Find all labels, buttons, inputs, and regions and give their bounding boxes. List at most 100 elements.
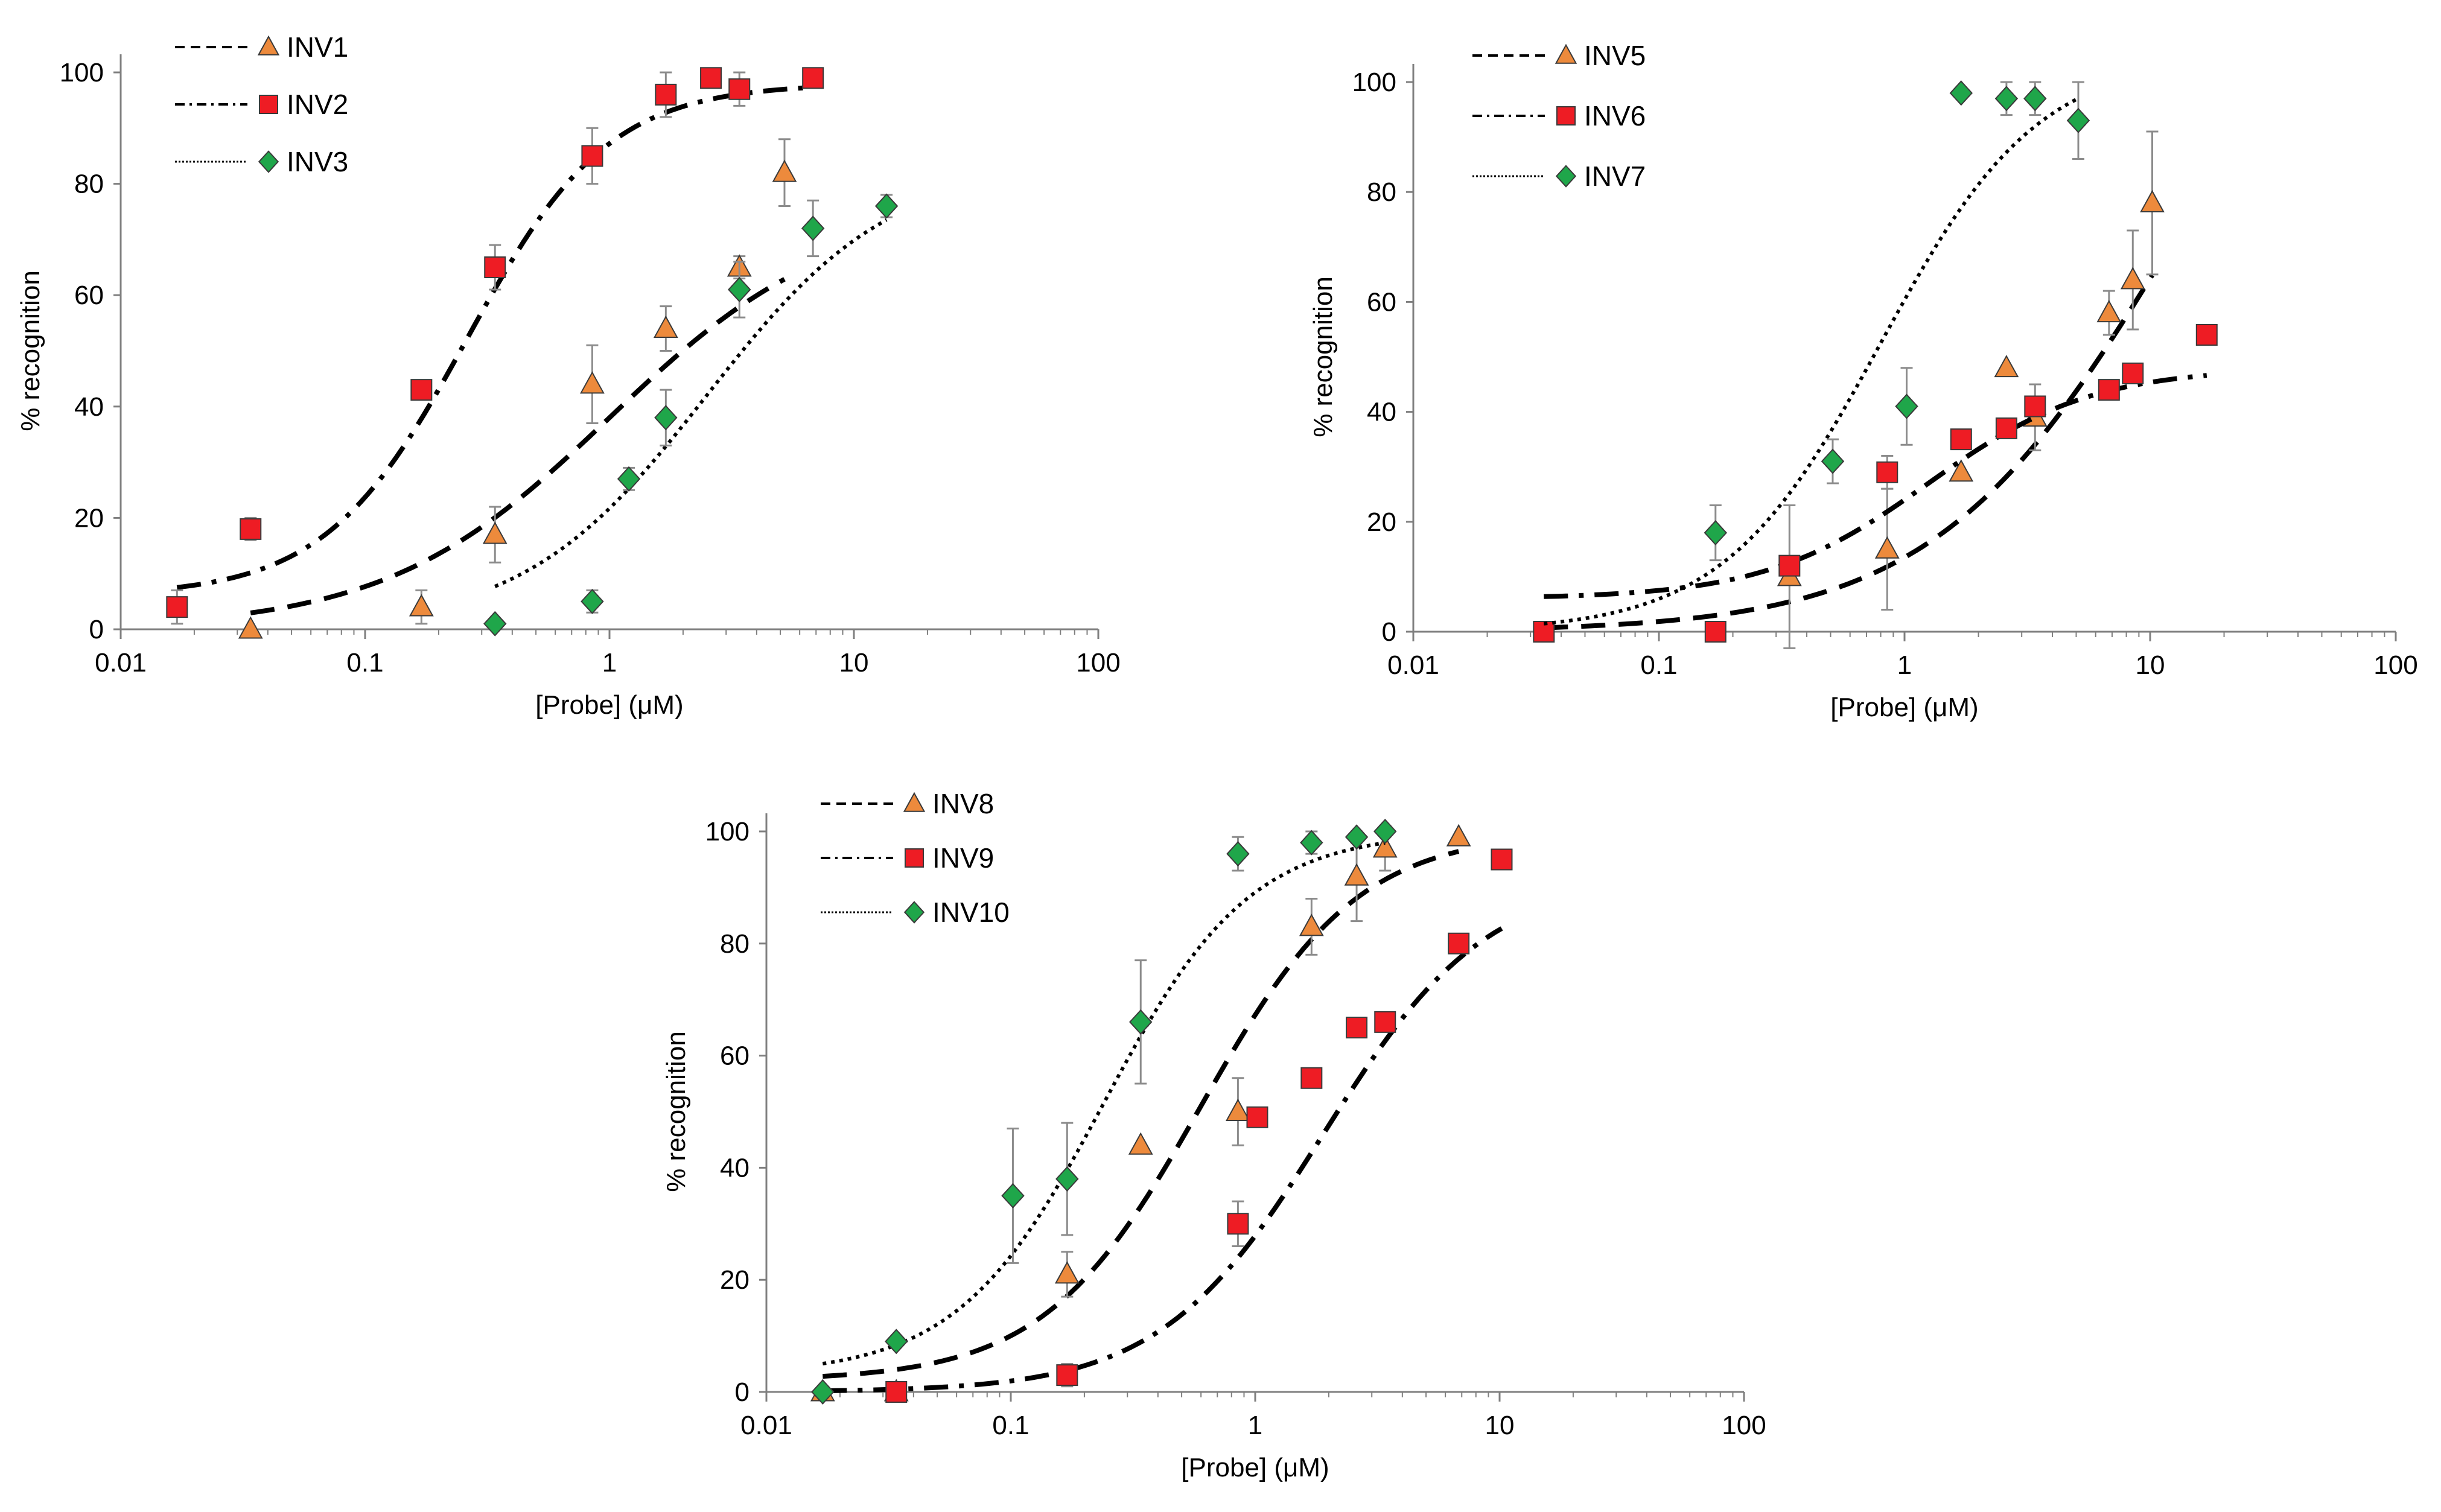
- data-point-inv1: [772, 159, 797, 182]
- data-point-inv3: [874, 193, 899, 219]
- fit-curve-inv9: [823, 926, 1503, 1394]
- chart-panel-inv8-10: 0.01 0.1 1 10 100 0 20 40 60 80 100 [Probe] (μM) % r…: [661, 788, 1766, 1482]
- x-tick-label: 0.01: [740, 1411, 792, 1440]
- data-point-inv10: [1226, 841, 1250, 867]
- chart-panel-inv5-7: 0.01 0.1 1 10 100 0 20 40 60 80 100 [Probe] (μM) % r…: [1308, 40, 2418, 722]
- data-point-inv7: [1821, 448, 1845, 474]
- data-point-inv9: [1300, 1067, 1323, 1089]
- data-point-inv8: [1446, 824, 1471, 847]
- x-tick-label: 0.01: [95, 648, 147, 678]
- data-point-inv9: [1056, 1364, 1078, 1387]
- data-point-inv8: [1226, 1098, 1250, 1121]
- data-point-inv5: [1874, 536, 1900, 559]
- y-tick-label: 80: [74, 170, 104, 199]
- legend-marker-inv10: [903, 901, 925, 924]
- data-point-inv6: [2098, 379, 2120, 401]
- fit-curve-inv8: [823, 849, 1460, 1379]
- x-tick-label: 0.01: [1387, 650, 1439, 680]
- data-point-inv6: [2024, 395, 2046, 418]
- data-point-inv7: [1895, 393, 1918, 419]
- y-tick-label: 20: [720, 1265, 749, 1295]
- data-point-inv10: [1373, 818, 1397, 845]
- data-point-inv2: [240, 518, 262, 540]
- fit-curve-inv6: [1544, 373, 2207, 599]
- legend-label: INV5: [1584, 40, 1646, 71]
- legend-label: INV6: [1584, 100, 1646, 132]
- data-point-inv9: [1227, 1213, 1249, 1235]
- y-tick-label: 0: [89, 615, 104, 644]
- legend-marker-inv2: [259, 95, 278, 114]
- x-axis-title: [Probe] (μM): [1181, 1453, 1329, 1482]
- data-point-inv10: [1300, 830, 1323, 856]
- y-tick-label: 40: [74, 392, 104, 422]
- data-point-inv3: [728, 276, 751, 303]
- data-point-inv2: [700, 67, 722, 89]
- data-point-inv10: [811, 1379, 835, 1405]
- data-point-inv8: [1372, 835, 1398, 858]
- data-point-inv2: [655, 83, 677, 106]
- data-point-inv5: [2120, 267, 2145, 290]
- data-point-inv6: [2195, 324, 2218, 346]
- legend-marker-inv1: [257, 35, 280, 56]
- legend-label: INV1: [287, 31, 348, 63]
- y-tick-label: 0: [1382, 617, 1396, 647]
- y-tick-label: 100: [1352, 68, 1396, 97]
- data-point-inv1: [653, 315, 678, 338]
- data-point-inv10: [1001, 1183, 1025, 1209]
- data-point-inv3: [581, 588, 604, 614]
- y-tick-label: 100: [705, 817, 749, 847]
- data-point-inv9: [885, 1381, 908, 1403]
- x-tick-label: 100: [1076, 648, 1120, 678]
- data-point-inv3: [801, 215, 825, 241]
- data-point-inv3: [483, 611, 507, 637]
- data-point-inv9: [1246, 1106, 1268, 1128]
- data-point-inv9: [1491, 848, 1513, 871]
- data-point-inv6: [1778, 554, 1801, 577]
- x-tick-label: 1: [1248, 1411, 1262, 1440]
- x-axis-title: [Probe] (μM): [535, 690, 683, 720]
- data-point-inv8: [1344, 863, 1369, 886]
- data-point-inv6: [1876, 461, 1898, 483]
- y-tick-label: 40: [720, 1153, 749, 1183]
- data-point-inv1: [482, 521, 508, 544]
- x-tick-label: 1: [1897, 650, 1912, 680]
- data-point-inv6: [1995, 417, 2017, 439]
- data-point-inv9: [1374, 1011, 1396, 1033]
- y-axis-title: % recognition: [16, 270, 45, 431]
- y-tick-label: 60: [74, 281, 104, 310]
- fit-curve-inv3: [494, 218, 888, 588]
- legend-label: INV2: [287, 89, 348, 120]
- data-point-inv8: [1299, 913, 1324, 936]
- legend-marker-inv7: [1555, 165, 1577, 188]
- x-tick-label: 0.1: [346, 648, 383, 678]
- y-axis-title: % recognition: [1308, 276, 1338, 437]
- data-point-inv7: [2066, 107, 2090, 133]
- y-tick-label: 20: [74, 503, 104, 533]
- data-point-inv1: [580, 371, 605, 394]
- legend-label: INV10: [932, 897, 1010, 928]
- data-point-inv2: [728, 78, 751, 100]
- legend-label: INV8: [932, 788, 994, 819]
- data-point-inv6: [1950, 428, 1972, 451]
- y-tick-label: 80: [720, 929, 749, 959]
- data-point-inv2: [802, 67, 824, 89]
- data-point-inv9: [1346, 1017, 1368, 1039]
- fit-curve-inv5: [1544, 273, 2154, 631]
- x-tick-label: 1: [602, 648, 617, 678]
- data-point-inv2: [166, 596, 188, 618]
- data-point-inv6: [2122, 362, 2144, 384]
- x-tick-label: 100: [2373, 650, 2417, 680]
- data-point-inv7: [1994, 86, 2019, 112]
- data-point-inv5: [2140, 189, 2165, 212]
- y-tick-label: 80: [1367, 177, 1396, 207]
- data-point-inv2: [484, 256, 506, 279]
- legend-marker-inv3: [258, 150, 279, 173]
- x-tick-label: 10: [839, 648, 869, 678]
- legend-label: INV3: [287, 146, 348, 177]
- y-axis-title: % recognition: [661, 1031, 691, 1192]
- data-point-inv8: [1128, 1132, 1153, 1155]
- data-point-inv10: [1129, 1009, 1153, 1035]
- fit-curve-inv7: [1543, 97, 2080, 626]
